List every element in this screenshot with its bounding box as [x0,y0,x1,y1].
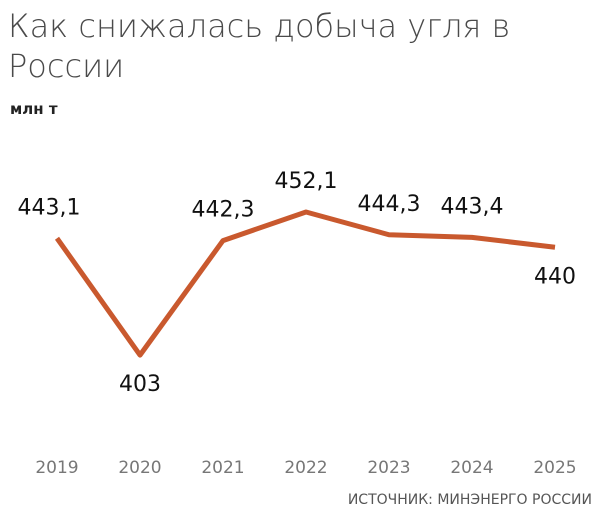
y-axis-label: млн т [10,100,58,118]
x-tick-label: 2025 [533,458,576,478]
x-tick-label: 2024 [450,458,493,478]
data-label: 452,1 [275,169,338,194]
source: ИСТОЧНИК: МИНЭНЕРГО РОССИИ [348,492,592,508]
x-tick-label: 2023 [367,458,410,478]
data-label: 440 [534,264,576,289]
chart-title: Как снижалась добыча угля в России [8,7,511,85]
data-label: 444,3 [358,192,421,217]
data-label: 443,4 [441,194,504,219]
x-tick-label: 2019 [35,458,78,478]
x-tick-label: 2022 [284,458,327,478]
data-label: 403 [119,372,161,397]
data-label: 443,1 [18,195,81,220]
x-tick-label: 2020 [118,458,161,478]
data-label: 442,3 [192,198,255,223]
line [54,209,556,358]
x-tick-label: 2021 [201,458,244,478]
